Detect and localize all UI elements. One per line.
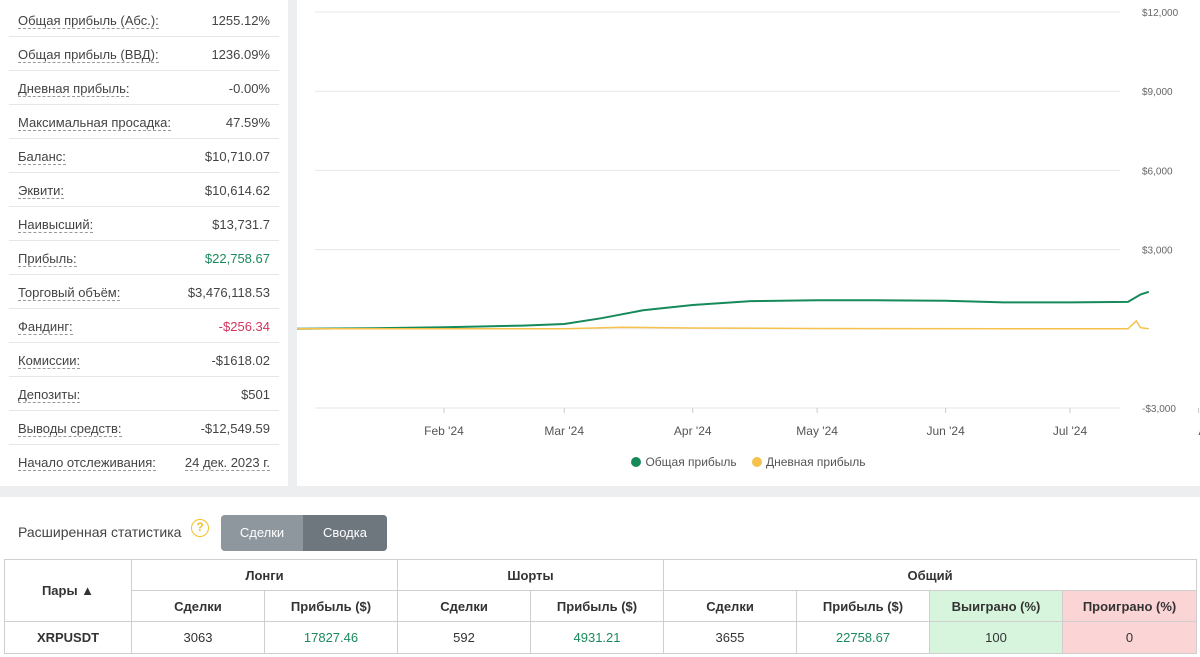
legend-dot-daily-profit [752,457,762,467]
x-tick-label: May '24 [796,424,838,438]
shorts-profit-cell: 4931.21 [530,621,665,654]
extended-statistics-title: Расширенная статистика [18,524,182,540]
stat-label[interactable]: Общая прибыль (Абс.): [18,13,159,29]
shorts-header: Шорты [397,559,665,591]
stat-row: Дневная прибыль: -0.00% [9,71,279,105]
stat-value: $22,758.67 [204,251,270,266]
chart-legend: Общая прибыль Дневная прибыль [297,455,1200,469]
x-tick-label: Apr '24 [674,424,712,438]
shorts-trades-header[interactable]: Сделки [397,590,532,622]
stat-label[interactable]: Фандинг: [18,319,73,335]
tab-trades[interactable]: Сделки [221,515,303,551]
won-percent-header[interactable]: Выиграно (%) [929,590,1064,622]
stat-label[interactable]: Начало отслеживания: [18,455,156,471]
stat-value: $13,731.7 [212,217,270,232]
stat-row: Депозиты: $501 [9,377,279,411]
total-profit-header[interactable]: Прибыль ($) [796,590,931,622]
stat-label[interactable]: Дневная прибыль: [18,81,130,97]
longs-profit-cell: 17827.46 [263,621,399,654]
stat-value: -$1618.02 [211,353,270,368]
profit-chart: $12,000 $9,000 $6,000 $3,000 -$3,000 Feb '24 M… [297,8,1200,438]
x-tick-label: Aug [1199,424,1200,438]
stat-label[interactable]: Депозиты: [18,387,81,403]
y-tick-label: $3,000 [1142,246,1173,257]
total-profit-cell: 22758.67 [796,621,931,654]
view-toggle: Сделки Сводка [221,515,387,551]
stat-value: $10,614.62 [204,183,270,198]
legend-item-total-profit[interactable]: Общая прибыль [631,455,737,469]
pairs-header[interactable]: Пары ▲ [4,559,132,622]
stat-label[interactable]: Эквити: [18,183,65,199]
stat-label[interactable]: Комиссии: [18,353,81,369]
lost-percent-header[interactable]: Проиграно (%) [1062,590,1198,622]
stat-label[interactable]: Баланс: [18,149,66,165]
stat-row: Фандинг: -$256.34 [9,309,279,343]
stat-value: -0.00% [228,81,270,96]
total-trades-header[interactable]: Сделки [663,590,798,622]
daily-profit-line [297,319,1149,330]
stat-row: Выводы средств: -$12,549.59 [9,411,279,445]
stat-row: Комиссии: -$1618.02 [9,343,279,377]
stat-value: 1255.12% [211,13,270,28]
longs-trades-header[interactable]: Сделки [131,590,265,622]
stat-value: -$256.34 [218,319,270,334]
help-icon[interactable]: ? [191,519,209,537]
stat-label[interactable]: Прибыль: [18,251,77,267]
y-tick-label: -$3,000 [1142,404,1176,415]
shorts-trades-cell: 592 [397,621,532,654]
stat-label[interactable]: Выводы средств: [18,421,122,437]
stat-value: 24 дек. 2023 г. [184,455,270,471]
stat-row: Эквити: $10,614.62 [9,173,279,207]
stat-label[interactable]: Максимальная просадка: [18,115,172,131]
stat-value: 47.59% [225,115,270,130]
longs-header: Лонги [130,559,399,591]
won-percent-cell: 100 [929,621,1064,654]
stat-row: Торговый объём: $3,476,118.53 [9,275,279,309]
stat-value: $10,710.07 [204,149,270,164]
table-row[interactable]: XRPUSDT 3063 17827.46 592 4931.21 3655 2… [4,621,1198,654]
stat-row: Наивысший: $13,731.7 [9,207,279,241]
y-tick-label: $12,000 [1142,8,1179,19]
legend-label-total-profit: Общая прибыль [645,455,737,469]
stat-value: $501 [241,387,270,402]
stat-value: -$12,549.59 [200,421,270,436]
legend-dot-total-profit [631,457,642,467]
extended-statistics-panel: Расширенная статистика ? Сделки Сводка П… [0,497,1200,657]
shorts-profit-header[interactable]: Прибыль ($) [530,590,665,622]
profit-chart-panel: $12,000 $9,000 $6,000 $3,000 -$3,000 Feb '24 M… [297,0,1200,486]
x-tick-label: Jun '24 [926,424,965,438]
stat-row: Начало отслеживания: 24 дек. 2023 г. [9,445,279,479]
legend-item-daily-profit[interactable]: Дневная прибыль [752,455,866,469]
pair-cell: XRPUSDT [4,621,132,654]
y-tick-label: $6,000 [1142,166,1173,177]
stat-value: $3,476,118.53 [187,285,270,300]
x-tick-label: Feb '24 [424,424,464,438]
stat-label[interactable]: Общая прибыль (ВВД): [18,47,159,63]
total-header: Общий [663,559,1198,591]
legend-label-daily-profit: Дневная прибыль [766,455,866,469]
pairs-table: Пары ▲ Лонги Шорты Общий Сделки Прибыль … [4,559,1198,654]
total-profit-line [297,290,1150,330]
tab-summary[interactable]: Сводка [303,515,387,551]
x-tick-label: Jul '24 [1053,424,1088,438]
stat-row: Баланс: $10,710.07 [9,139,279,173]
stat-row: Общая прибыль (Абс.): 1255.12% [9,3,279,37]
total-trades-cell: 3655 [663,621,798,654]
stat-row: Общая прибыль (ВВД): 1236.09% [9,37,279,71]
stat-label[interactable]: Торговый объём: [18,285,121,301]
stat-value: 1236.09% [211,47,270,62]
stat-row: Прибыль: $22,758.67 [9,241,279,275]
x-tick-label: Mar '24 [544,424,584,438]
lost-percent-cell: 0 [1062,621,1198,654]
stats-panel: Общая прибыль (Абс.): 1255.12% Общая прибы… [0,0,288,486]
longs-trades-cell: 3063 [131,621,265,654]
stat-row: Максимальная просадка: 47.59% [9,105,279,139]
longs-profit-header[interactable]: Прибыль ($) [263,590,399,622]
stat-label[interactable]: Наивысший: [18,217,94,233]
y-tick-label: $9,000 [1142,87,1173,98]
